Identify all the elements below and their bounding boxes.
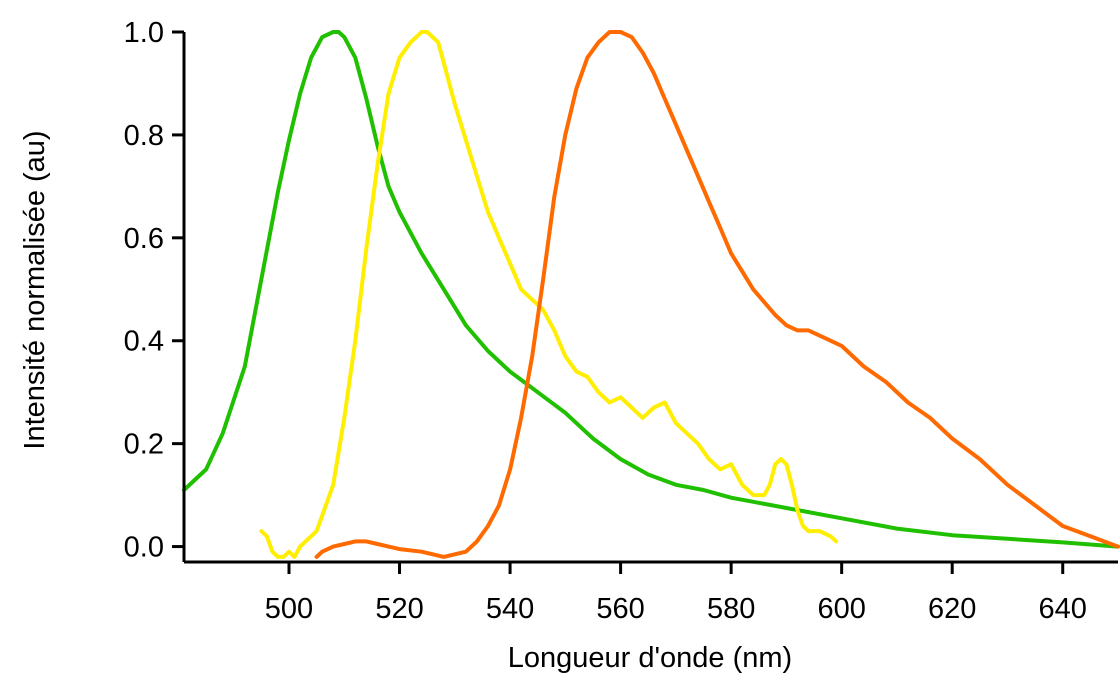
labels-layer: Longueur d'onde (nm) Intensité normalisé… bbox=[19, 130, 792, 674]
series-layer bbox=[182, 30, 1120, 559]
series-line-2 bbox=[259, 30, 839, 559]
x-tick-label: 600 bbox=[817, 593, 865, 625]
x-tick-label: 580 bbox=[707, 593, 755, 625]
series-line-1 bbox=[182, 30, 1120, 549]
y-axis-title: Intensité normalisée (au) bbox=[19, 130, 51, 449]
y-tick-label: 1.0 bbox=[124, 17, 164, 49]
y-tick-label: 0.8 bbox=[124, 120, 164, 152]
x-tick-label: 560 bbox=[596, 593, 644, 625]
x-axis-title: Longueur d'onde (nm) bbox=[508, 642, 792, 674]
x-tick-label: 620 bbox=[928, 593, 976, 625]
y-tick-label: 0.0 bbox=[124, 532, 164, 564]
x-tick-label: 520 bbox=[375, 593, 423, 625]
y-tick-label: 0.6 bbox=[124, 223, 164, 255]
y-tick-label: 0.2 bbox=[124, 429, 164, 461]
x-tick-label: 540 bbox=[486, 593, 534, 625]
y-tick-label: 0.4 bbox=[124, 326, 164, 358]
x-tick-label: 500 bbox=[265, 593, 313, 625]
series-line-3 bbox=[314, 30, 1120, 559]
axes-layer: 0.0 0.2 0.4 0.6 0.8 1.0 500 520 540 560 580 600 620 6… bbox=[124, 17, 1118, 625]
x-tick-label: 640 bbox=[1039, 593, 1087, 625]
